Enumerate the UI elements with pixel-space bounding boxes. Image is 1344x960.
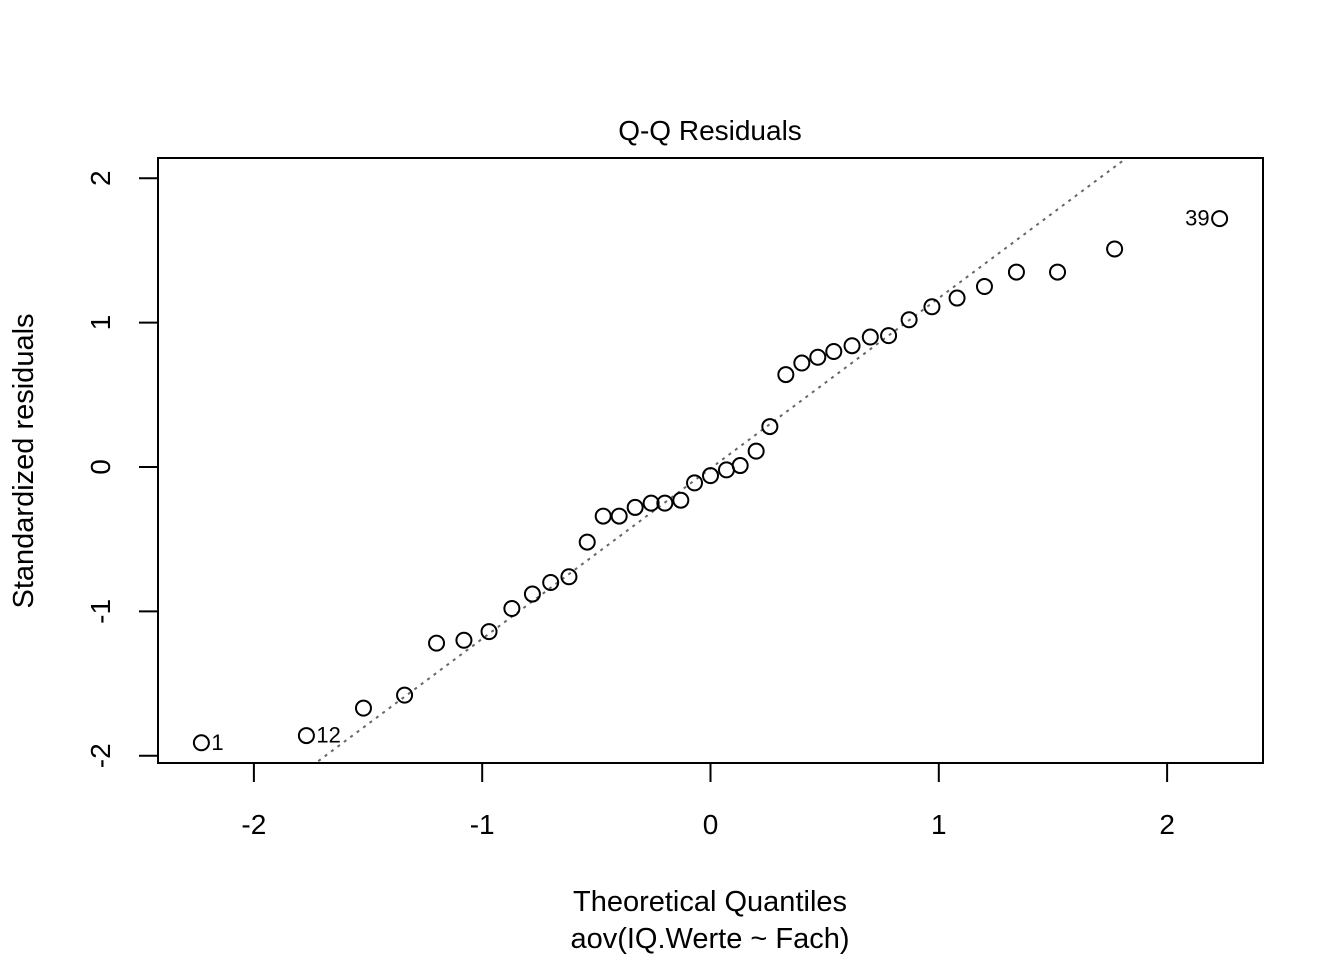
data-point bbox=[455, 631, 473, 649]
x-tick-label: -1 bbox=[470, 809, 495, 840]
x-tick-label: 1 bbox=[931, 809, 947, 840]
y-axis: -2 -1 0 1 2 bbox=[85, 170, 159, 768]
data-point bbox=[843, 337, 861, 355]
data-point bbox=[297, 727, 315, 745]
data-point bbox=[672, 491, 690, 509]
data-point bbox=[923, 298, 941, 316]
x-axis-subtitle: aov(IQ.Werte ~ Fach) bbox=[570, 923, 849, 955]
data-point bbox=[900, 311, 918, 329]
data-point bbox=[480, 623, 498, 641]
data-point bbox=[523, 585, 541, 603]
data-point bbox=[747, 442, 765, 460]
data-point bbox=[1211, 210, 1229, 228]
point-labels-layer: 1 12 39 bbox=[211, 206, 1209, 755]
data-point bbox=[192, 734, 210, 752]
data-point bbox=[542, 574, 560, 592]
data-point bbox=[354, 699, 372, 717]
data-point bbox=[626, 498, 644, 516]
y-tick-label: 0 bbox=[85, 459, 116, 475]
data-point bbox=[777, 366, 795, 384]
data-point bbox=[880, 327, 898, 345]
data-point bbox=[731, 457, 749, 475]
point-label: 1 bbox=[211, 730, 223, 755]
data-point bbox=[948, 289, 966, 307]
data-point bbox=[428, 634, 446, 652]
points-layer bbox=[192, 210, 1229, 752]
data-point bbox=[686, 474, 704, 492]
data-point bbox=[761, 418, 779, 436]
data-point bbox=[503, 600, 521, 618]
x-axis-label: Theoretical Quantiles bbox=[573, 886, 847, 918]
y-tick-label: -2 bbox=[85, 743, 116, 768]
x-tick-label: 2 bbox=[1159, 809, 1175, 840]
data-point bbox=[702, 467, 719, 485]
x-tick-label: 0 bbox=[703, 809, 719, 840]
data-point bbox=[656, 494, 674, 512]
data-point bbox=[578, 533, 596, 551]
data-point bbox=[396, 686, 414, 704]
point-label: 39 bbox=[1185, 206, 1209, 231]
y-tick-label: -1 bbox=[85, 599, 116, 624]
data-point bbox=[594, 507, 612, 525]
data-point bbox=[642, 494, 660, 512]
data-point bbox=[975, 278, 993, 296]
data-point bbox=[1106, 240, 1124, 258]
data-point bbox=[560, 568, 578, 586]
chart-title: Q-Q Residuals bbox=[618, 115, 802, 146]
data-point bbox=[809, 348, 827, 366]
data-point bbox=[1049, 263, 1067, 281]
data-point bbox=[825, 342, 843, 360]
data-point bbox=[1007, 263, 1025, 281]
y-tick-label: 2 bbox=[85, 170, 116, 186]
data-point bbox=[861, 328, 879, 346]
point-label: 12 bbox=[316, 723, 340, 748]
data-point bbox=[793, 354, 811, 372]
y-axis-label: Standardized residuals bbox=[8, 313, 40, 608]
x-tick-label: -2 bbox=[241, 809, 266, 840]
data-point bbox=[610, 507, 628, 525]
y-tick-label: 1 bbox=[85, 315, 116, 331]
plot-frame bbox=[157, 157, 1264, 764]
x-axis: -2 -1 0 1 2 bbox=[241, 762, 1175, 840]
